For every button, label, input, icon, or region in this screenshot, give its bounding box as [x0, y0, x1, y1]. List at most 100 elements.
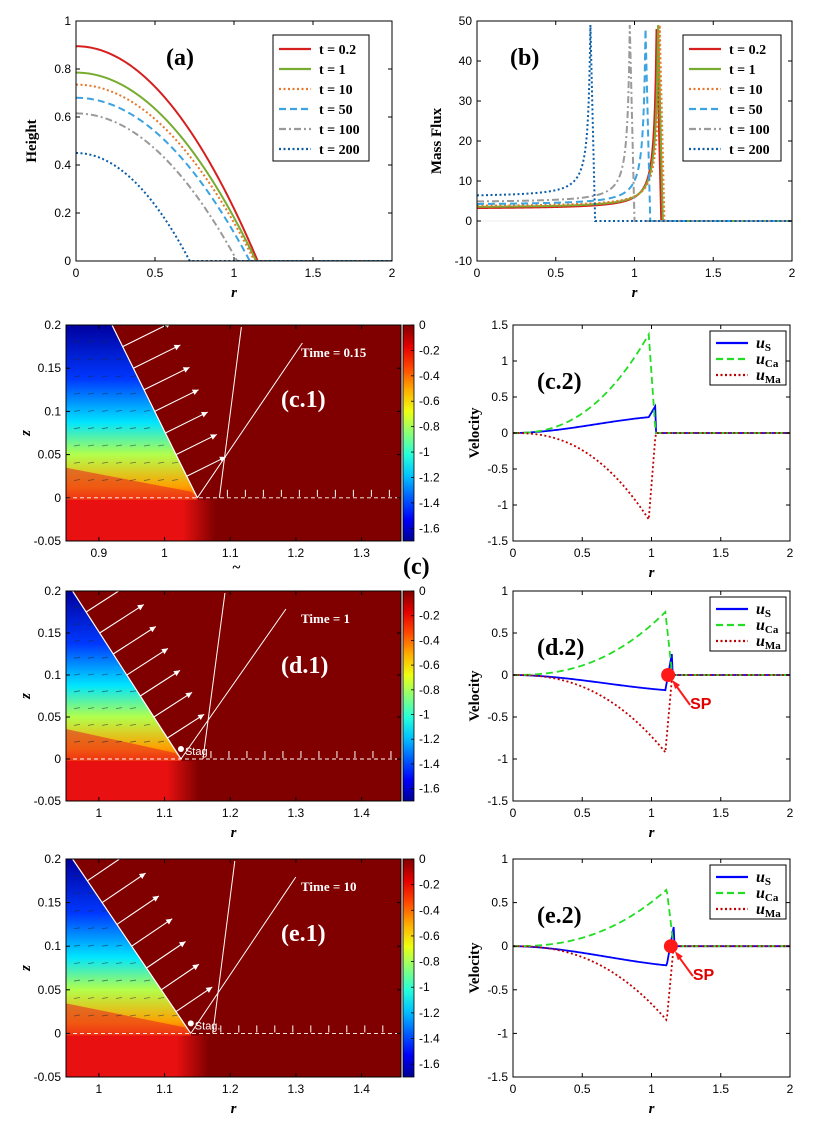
quiver-dash — [115, 1014, 123, 1017]
quiver-dash — [129, 1014, 137, 1017]
series-line — [513, 888, 790, 948]
flux-arrowhead — [138, 873, 146, 879]
series-line — [513, 403, 790, 434]
flux-arrowhead — [152, 895, 159, 902]
quiver-dash — [101, 690, 109, 693]
quiver-dash — [73, 673, 81, 676]
quiver-dash — [87, 944, 95, 947]
quiver-dash — [73, 656, 81, 659]
y-tick-label: -1 — [497, 752, 508, 766]
flux-arrow — [186, 456, 227, 477]
flux-arrowhead — [210, 434, 217, 440]
y-tick-label: 0.5 — [491, 390, 508, 404]
streamline — [212, 860, 236, 1034]
quiver-dash — [101, 944, 109, 947]
plot-area — [513, 610, 790, 755]
quiver-dash — [129, 979, 137, 982]
quiver-dash — [115, 461, 123, 464]
y-tick-label: 0.15 — [38, 896, 62, 910]
flux-arrowhead — [192, 964, 199, 971]
y-tick-label: 0 — [54, 1026, 61, 1040]
quiver-dash — [129, 410, 137, 412]
y-tick-label: 0.2 — [44, 584, 61, 598]
plot-area — [513, 331, 790, 523]
flux-arrow — [133, 344, 181, 369]
series-line — [513, 610, 790, 676]
quiver-dash — [87, 979, 95, 982]
quiver-dash — [143, 1014, 151, 1017]
y-axis-label: z — [18, 965, 34, 972]
flux-arrow — [101, 872, 146, 904]
quiver-dash — [87, 892, 95, 895]
quiver-dash — [143, 461, 151, 464]
quiver-dash — [115, 740, 123, 743]
flux-arrowhead — [149, 626, 156, 633]
axes-frame — [65, 324, 402, 542]
quiver-dash — [101, 724, 109, 726]
quiver-dash — [87, 444, 95, 447]
x-tick-label: 0.5 — [547, 266, 564, 280]
y-tick-label: 1 — [64, 14, 71, 28]
x-tick-label: 0.5 — [574, 1082, 591, 1096]
stagnation-label: Stag — [185, 746, 208, 758]
stagnation-point-marker — [663, 939, 678, 954]
panel-label: (e.2) — [537, 903, 582, 929]
y-axis-label: Mass Flux — [429, 107, 445, 174]
time-label: Time = 1 — [301, 611, 350, 626]
x-tick-label: 0 — [510, 1082, 517, 1096]
stagnation-label: Stag. — [195, 1020, 221, 1032]
plot-area — [477, 24, 792, 222]
quiver-dash — [101, 740, 109, 743]
y-tick-label: 0.4 — [54, 158, 71, 172]
quiver-dash — [115, 724, 123, 726]
quiver-dash — [115, 358, 123, 360]
quiver-dash — [129, 479, 137, 481]
quiver-dash — [87, 410, 95, 412]
quiver-dash — [73, 640, 81, 642]
quiver-dash — [73, 623, 81, 625]
colorbar-tick-label: -0.8 — [419, 420, 440, 434]
y-tick-label: -0.05 — [34, 794, 62, 808]
colorbar-tick-label: -0.2 — [419, 609, 440, 623]
quiver-dash — [101, 427, 109, 430]
quiver-dash — [87, 340, 95, 343]
quiver-dash — [73, 724, 81, 726]
y-tick-label: 1 — [501, 584, 508, 598]
quiver-dash — [143, 740, 151, 743]
x-tick-label: 2 — [389, 266, 396, 280]
quiver-dash — [73, 962, 81, 965]
quiver-dash — [115, 690, 123, 693]
legend-box — [272, 34, 370, 162]
flux-arrowhead — [178, 941, 186, 948]
sp-arrowhead — [672, 680, 681, 689]
y-axis-label: Velocity — [467, 670, 483, 722]
panel-label: (c.2) — [537, 369, 582, 395]
quiver-dash — [73, 892, 81, 895]
y-axis-label: z — [18, 430, 34, 437]
flux-arrow — [146, 941, 186, 969]
plot-area: Stag. — [66, 859, 401, 1077]
flux-arrow — [143, 366, 190, 391]
legend-label: t = 50 — [729, 103, 763, 118]
x-tick-label: 1.2 — [288, 546, 305, 560]
legend-label: t = 10 — [319, 83, 353, 98]
x-axis-label: r — [649, 1101, 655, 1117]
flux-arrowhead — [125, 583, 132, 589]
plot-area — [513, 888, 790, 1022]
y-tick-label: 0 — [54, 491, 61, 505]
legend-label: t = 10 — [729, 83, 763, 98]
quiver-dash — [87, 375, 95, 378]
x-tick-label: 0 — [510, 546, 517, 560]
figure-center-label: (c) — [403, 554, 430, 580]
quiver-dash — [87, 927, 95, 930]
chart-panel-c1: 0.9 1 1.1 1.2 1.3 -0.05 0 0.05 0.1 0.15 0.2 z Time =… — [18, 318, 440, 560]
series-line — [76, 152, 392, 261]
quiver-dash — [87, 997, 95, 999]
colorbar-tick-label: -0.6 — [419, 658, 440, 672]
flux-arrow — [160, 963, 200, 991]
quiver-dash — [73, 690, 81, 693]
legend-label: t = 100 — [319, 123, 360, 138]
y-tick-label: 1.5 — [491, 318, 508, 332]
x-tick-label: 1 — [95, 806, 102, 820]
y-tick-label: -1.5 — [487, 534, 508, 548]
